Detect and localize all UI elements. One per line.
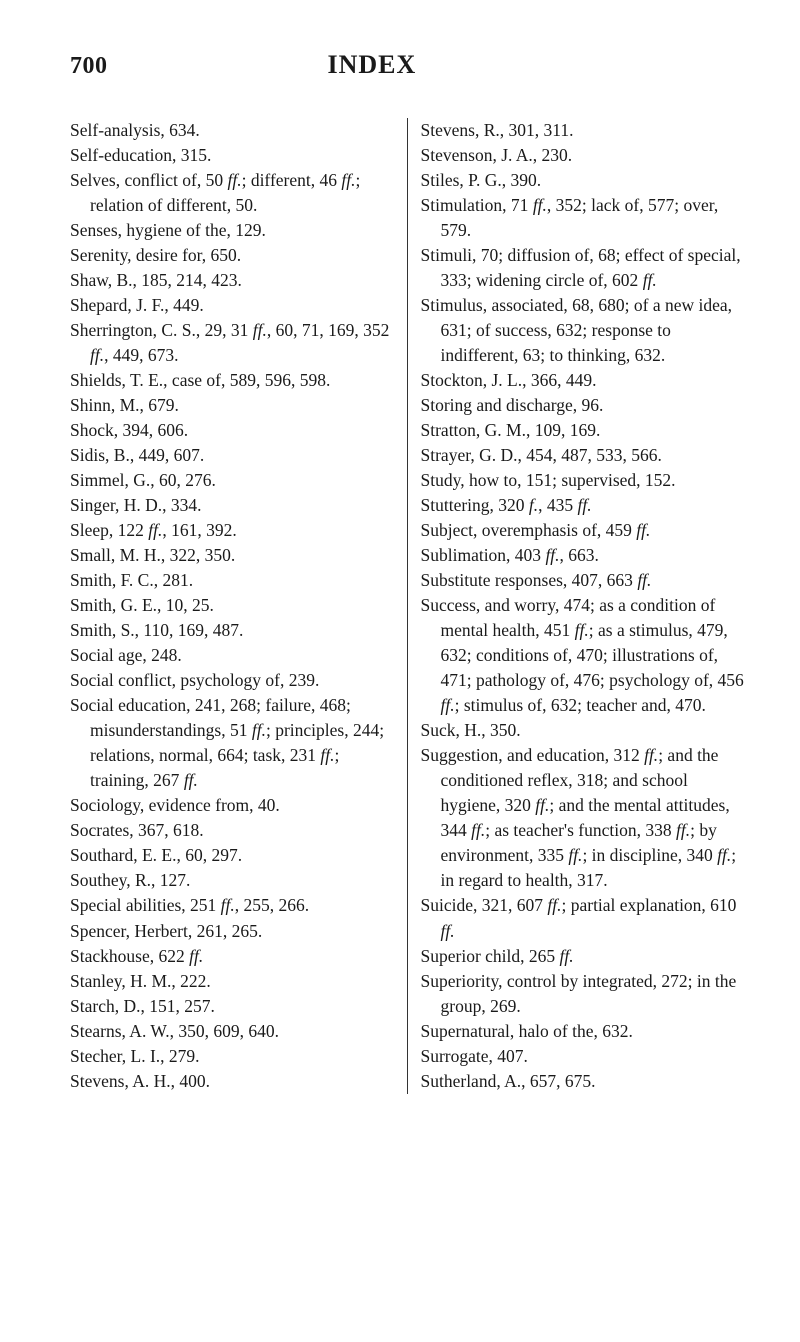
index-entry: Social age, 248. bbox=[70, 643, 395, 668]
index-entry: Stuttering, 320 f., 435 ff. bbox=[421, 493, 746, 518]
index-entry: Smith, F. C., 281. bbox=[70, 568, 395, 593]
page-number: 700 bbox=[70, 53, 108, 80]
index-entry: Shields, T. E., case of, 589, 596, 598. bbox=[70, 368, 395, 393]
index-entry: Social education, 241, 268; failure, 468… bbox=[70, 693, 395, 793]
index-entry: Superior child, 265 ff. bbox=[421, 944, 746, 969]
index-entry: Smith, S., 110, 169, 487. bbox=[70, 618, 395, 643]
index-entry: Suggestion, and education, 312 ff.; and … bbox=[421, 743, 746, 893]
index-entry: Self-analysis, 634. bbox=[70, 118, 395, 143]
index-entry: Sleep, 122 ff., 161, 392. bbox=[70, 518, 395, 543]
index-entry: Social conflict, psychology of, 239. bbox=[70, 668, 395, 693]
index-entry: Shepard, J. F., 449. bbox=[70, 293, 395, 318]
index-entry: Stockton, J. L., 366, 449. bbox=[421, 368, 746, 393]
index-entry: Stevenson, J. A., 230. bbox=[421, 143, 746, 168]
index-entry: Shinn, M., 679. bbox=[70, 393, 395, 418]
index-entry: Sherrington, C. S., 29, 31 ff., 60, 71, … bbox=[70, 318, 395, 368]
index-entry: Stiles, P. G., 390. bbox=[421, 168, 746, 193]
index-entry: Small, M. H., 322, 350. bbox=[70, 543, 395, 568]
index-entry: Senses, hygiene of the, 129. bbox=[70, 218, 395, 243]
index-entry: Stecher, L. I., 279. bbox=[70, 1044, 395, 1069]
index-entry: Selves, conflict of, 50 ff.; different, … bbox=[70, 168, 395, 218]
index-entry: Singer, H. D., 334. bbox=[70, 493, 395, 518]
index-entry: Stratton, G. M., 109, 169. bbox=[421, 418, 746, 443]
index-entry: Shaw, B., 185, 214, 423. bbox=[70, 268, 395, 293]
index-entry: Stimuli, 70; diffusion of, 68; effect of… bbox=[421, 243, 746, 293]
index-entry: Surrogate, 407. bbox=[421, 1044, 746, 1069]
index-entry: Sociology, evidence from, 40. bbox=[70, 793, 395, 818]
index-entry: Sutherland, A., 657, 675. bbox=[421, 1069, 746, 1094]
page-header: 700 INDEX bbox=[70, 50, 745, 80]
index-entry: Spencer, Herbert, 261, 265. bbox=[70, 919, 395, 944]
index-entry: Stimulus, associated, 68, 680; of a new … bbox=[421, 293, 746, 368]
index-columns: Self-analysis, 634.Self-education, 315.S… bbox=[70, 118, 745, 1094]
index-entry: Stevens, A. H., 400. bbox=[70, 1069, 395, 1094]
index-entry: Smith, G. E., 10, 25. bbox=[70, 593, 395, 618]
index-entry: Strayer, G. D., 454, 487, 533, 566. bbox=[421, 443, 746, 468]
index-entry: Suicide, 321, 607 ff.; partial explanati… bbox=[421, 893, 746, 943]
index-entry: Stevens, R., 301, 311. bbox=[421, 118, 746, 143]
index-entry: Southey, R., 127. bbox=[70, 868, 395, 893]
index-entry: Shock, 394, 606. bbox=[70, 418, 395, 443]
index-entry: Stackhouse, 622 ff. bbox=[70, 944, 395, 969]
index-entry: Superiority, control by integrated, 272;… bbox=[421, 969, 746, 1019]
index-entry: Self-education, 315. bbox=[70, 143, 395, 168]
index-entry: Suck, H., 350. bbox=[421, 718, 746, 743]
index-entry: Success, and worry, 474; as a condition … bbox=[421, 593, 746, 718]
index-entry: Southard, E. E., 60, 297. bbox=[70, 843, 395, 868]
index-entry: Subject, overemphasis of, 459 ff. bbox=[421, 518, 746, 543]
index-entry: Study, how to, 151; supervised, 152. bbox=[421, 468, 746, 493]
page-title: INDEX bbox=[328, 50, 417, 80]
index-entry: Substitute responses, 407, 663 ff. bbox=[421, 568, 746, 593]
index-entry: Stimulation, 71 ff., 352; lack of, 577; … bbox=[421, 193, 746, 243]
index-entry: Sidis, B., 449, 607. bbox=[70, 443, 395, 468]
index-entry: Sublimation, 403 ff., 663. bbox=[421, 543, 746, 568]
index-entry: Socrates, 367, 618. bbox=[70, 818, 395, 843]
index-entry: Starch, D., 151, 257. bbox=[70, 994, 395, 1019]
index-entry: Stearns, A. W., 350, 609, 640. bbox=[70, 1019, 395, 1044]
index-entry: Supernatural, halo of the, 632. bbox=[421, 1019, 746, 1044]
index-entry: Stanley, H. M., 222. bbox=[70, 969, 395, 994]
index-entry: Storing and discharge, 96. bbox=[421, 393, 746, 418]
index-entry: Simmel, G., 60, 276. bbox=[70, 468, 395, 493]
index-entry: Special abilities, 251 ff., 255, 266. bbox=[70, 893, 395, 918]
index-entry: Serenity, desire for, 650. bbox=[70, 243, 395, 268]
